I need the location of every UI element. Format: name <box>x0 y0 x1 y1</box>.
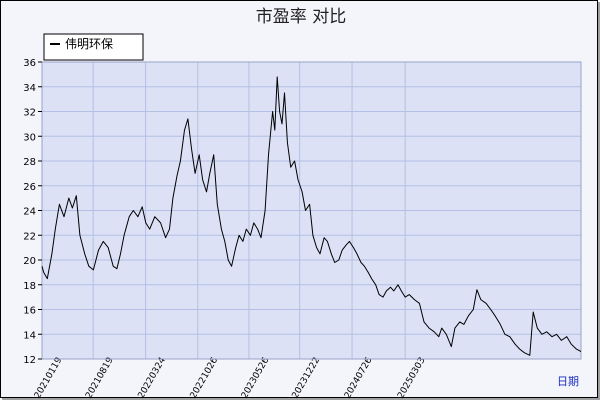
x-tick-label: 20231222 <box>291 356 323 401</box>
x-tick-label: 20210819 <box>84 356 116 401</box>
x-tick-label: 20230526 <box>240 356 272 401</box>
legend-box <box>43 33 144 61</box>
y-tick-label: 24 <box>23 207 36 218</box>
x-tick-label: 20220324 <box>137 356 169 401</box>
y-tick-label: 20 <box>23 256 36 267</box>
y-tick-label: 22 <box>23 231 36 242</box>
x-tick-label: 20240726 <box>343 356 375 401</box>
y-tick-label: 28 <box>23 157 36 168</box>
y-tick-label: 26 <box>23 182 36 193</box>
y-tick-label: 32 <box>23 108 36 119</box>
x-axis-label: 日期 <box>557 375 579 388</box>
y-tick-label: 16 <box>23 306 36 317</box>
x-tick-label: 20210119 <box>33 356 65 401</box>
y-tick-label: 34 <box>23 83 36 94</box>
y-tick-label: 14 <box>23 330 36 341</box>
x-tick-label: 20221026 <box>189 356 221 401</box>
y-tick-label: 18 <box>23 281 36 292</box>
chart-title: 市盈率 对比 <box>256 7 346 27</box>
series-line-weiming <box>41 76 582 356</box>
y-tick-label: 36 <box>23 58 36 69</box>
y-tick-label: 30 <box>23 132 36 143</box>
x-tick-label: 20250303 <box>396 356 428 401</box>
y-tick-label: 12 <box>23 355 36 366</box>
legend-label: 伟明环保 <box>65 37 113 51</box>
